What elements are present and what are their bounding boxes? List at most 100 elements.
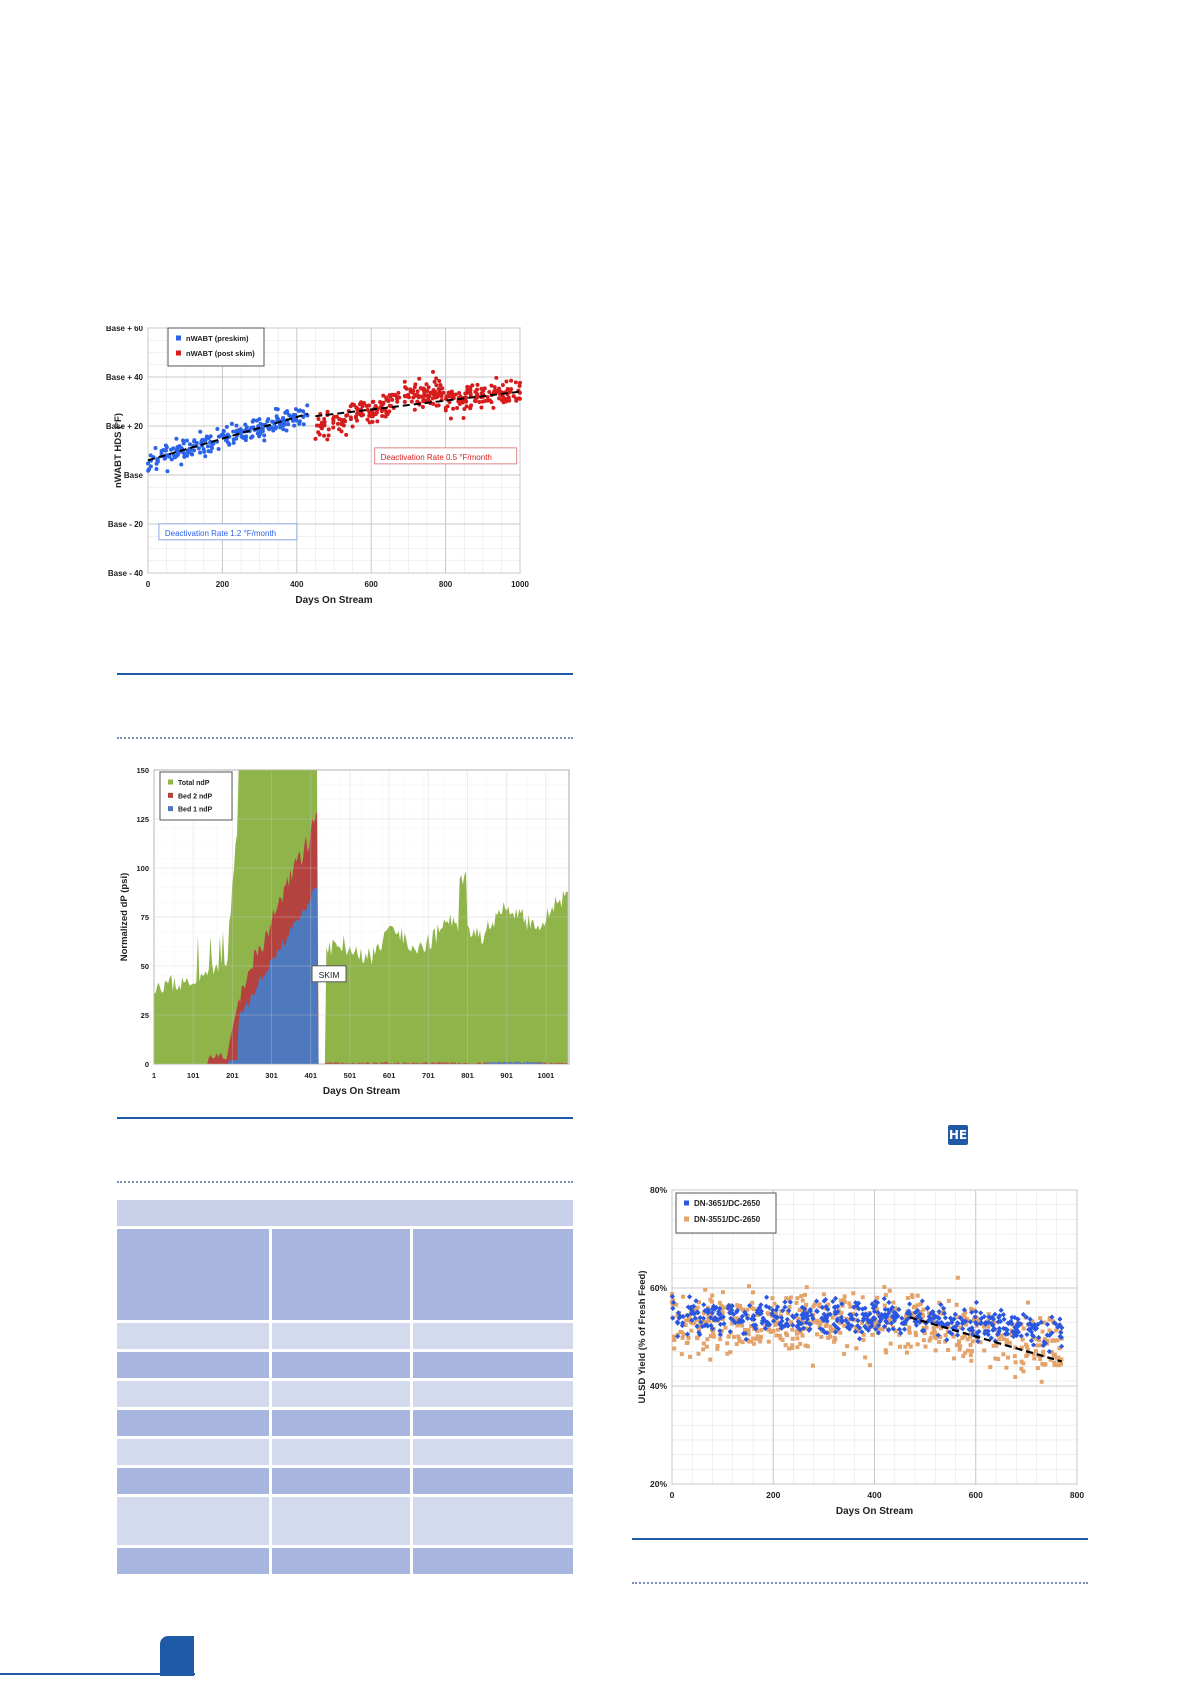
data-point bbox=[319, 420, 324, 425]
data-point bbox=[856, 1336, 863, 1342]
data-point bbox=[464, 399, 469, 404]
data-point bbox=[710, 1299, 715, 1304]
data-point bbox=[775, 1327, 780, 1332]
data-point bbox=[968, 1334, 973, 1339]
data-point bbox=[784, 1296, 789, 1301]
data-point bbox=[507, 398, 512, 403]
data-point bbox=[727, 1310, 733, 1316]
data-point bbox=[314, 423, 319, 428]
data-point bbox=[832, 1329, 838, 1335]
legend-swatch bbox=[168, 806, 173, 812]
data-point bbox=[728, 1315, 734, 1321]
data-point bbox=[1032, 1356, 1037, 1361]
data-point bbox=[965, 1317, 970, 1322]
data-point bbox=[715, 1343, 720, 1348]
data-point bbox=[842, 1299, 847, 1304]
data-point bbox=[286, 422, 291, 427]
data-point bbox=[362, 401, 367, 406]
data-point bbox=[811, 1304, 816, 1309]
data-point bbox=[262, 433, 267, 438]
data-point bbox=[1056, 1363, 1061, 1368]
table-header-band bbox=[117, 1200, 573, 1229]
data-point bbox=[783, 1331, 788, 1336]
y-tick-label: 40% bbox=[650, 1381, 667, 1391]
data-point bbox=[946, 1324, 951, 1329]
data-point bbox=[860, 1306, 866, 1312]
data-point bbox=[863, 1311, 869, 1317]
data-point bbox=[1052, 1363, 1057, 1368]
data-point bbox=[457, 390, 462, 395]
data-point bbox=[1054, 1356, 1059, 1361]
data-point bbox=[832, 1295, 839, 1301]
data-point bbox=[1041, 1349, 1046, 1354]
data-point bbox=[772, 1301, 777, 1306]
data-point bbox=[735, 1323, 740, 1328]
x-tick-label: 301 bbox=[265, 1071, 278, 1080]
data-point bbox=[440, 386, 445, 391]
data-point bbox=[345, 413, 350, 418]
data-point bbox=[978, 1340, 983, 1345]
figure2-rule bbox=[117, 1117, 573, 1119]
data-point bbox=[838, 1298, 843, 1303]
data-point bbox=[402, 379, 407, 384]
data-point bbox=[751, 1341, 756, 1346]
data-point bbox=[674, 1302, 679, 1307]
data-point bbox=[1057, 1333, 1063, 1340]
data-point bbox=[915, 1293, 920, 1298]
data-point bbox=[961, 1312, 966, 1317]
data-point bbox=[804, 1302, 809, 1307]
data-point bbox=[485, 394, 490, 399]
data-point bbox=[710, 1293, 715, 1298]
data-point bbox=[684, 1331, 691, 1337]
x-tick-label: 901 bbox=[500, 1071, 513, 1080]
x-tick-label: 200 bbox=[766, 1490, 780, 1500]
data-point bbox=[359, 413, 364, 418]
data-point bbox=[904, 1314, 909, 1319]
data-point bbox=[869, 1301, 875, 1307]
data-point bbox=[839, 1310, 844, 1315]
data-point bbox=[790, 1336, 795, 1341]
data-point bbox=[257, 417, 262, 422]
data-point bbox=[804, 1326, 809, 1331]
data-point bbox=[720, 1310, 725, 1315]
data-point bbox=[477, 399, 482, 404]
data-point bbox=[215, 426, 220, 431]
data-point bbox=[164, 445, 169, 450]
data-point bbox=[260, 426, 265, 431]
data-point bbox=[899, 1320, 905, 1327]
data-point bbox=[669, 1293, 675, 1300]
data-point bbox=[438, 383, 443, 388]
data-point bbox=[966, 1326, 972, 1332]
data-point bbox=[322, 417, 327, 422]
data-point bbox=[1024, 1331, 1030, 1338]
data-point bbox=[706, 1312, 711, 1317]
data-point bbox=[1008, 1318, 1014, 1324]
data-point bbox=[719, 1303, 724, 1308]
data-point bbox=[373, 412, 378, 417]
data-point bbox=[325, 409, 330, 414]
data-point bbox=[322, 433, 327, 438]
data-point bbox=[494, 375, 499, 380]
data-point bbox=[790, 1322, 796, 1328]
data-point bbox=[960, 1335, 965, 1340]
data-point bbox=[972, 1308, 977, 1313]
data-point bbox=[832, 1339, 837, 1344]
data-point bbox=[403, 385, 408, 390]
data-point bbox=[935, 1315, 941, 1321]
data-point bbox=[969, 1358, 974, 1363]
data-point bbox=[278, 425, 283, 430]
data-point bbox=[959, 1320, 966, 1327]
data-point bbox=[725, 1341, 730, 1346]
data-point bbox=[854, 1346, 859, 1351]
data-point bbox=[879, 1312, 885, 1318]
data-point bbox=[704, 1319, 709, 1324]
data-point bbox=[925, 1318, 931, 1324]
data-point bbox=[779, 1323, 786, 1329]
data-point bbox=[703, 1287, 708, 1292]
x-tick-label: 401 bbox=[304, 1071, 317, 1080]
data-point bbox=[708, 1297, 713, 1302]
data-point bbox=[367, 410, 372, 415]
data-point bbox=[760, 1315, 766, 1321]
data-point bbox=[1042, 1340, 1049, 1346]
data-point bbox=[500, 383, 505, 388]
